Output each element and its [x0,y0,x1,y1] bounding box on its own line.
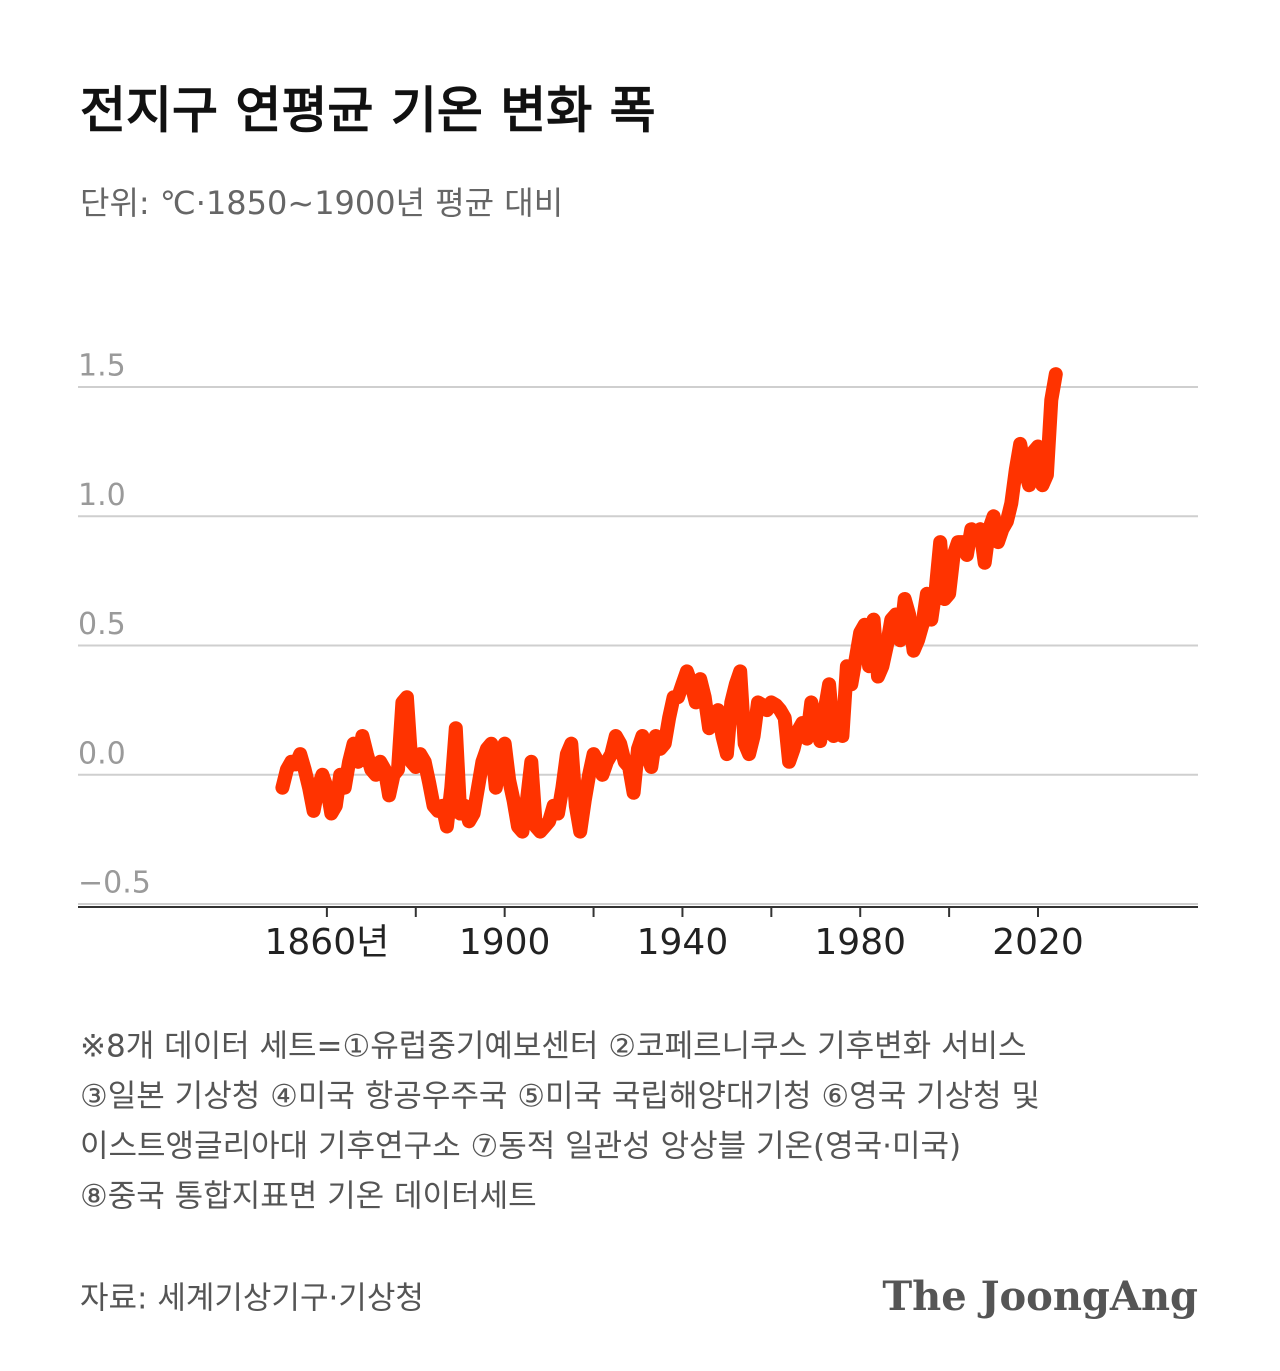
y-tick-label: 1.5 [78,349,126,384]
y-tick-label: 0.5 [78,607,126,642]
y-tick-label: −0.5 [78,866,151,901]
y-tick-label: 0.0 [78,736,126,771]
footnote: ③일본 기상청 ④미국 항공우주국 ⑤미국 국립해양대기청 ⑥영국 기상청 및 [80,1079,1040,1115]
source: 자료: 세계기상기구·기상청 [80,1281,424,1317]
chart-title: 전지구 연평균 기온 변화 폭 [80,82,656,140]
x-tick-label: 2020 [992,922,1084,963]
y-tick-label: 1.0 [78,478,126,513]
brand-logo: The JoongAng [882,1273,1198,1320]
footnote: 이스트앵글리아대 기후연구소 ⑦동적 일관성 앙상블 기온(영국·미국) [80,1129,961,1165]
x-tick-label: 1860년 [265,922,390,963]
x-tick-label: 1940 [637,922,729,963]
x-tick-label: 1980 [814,922,906,963]
chart-subtitle: 단위: ℃·1850~1900년 평균 대비 [80,184,563,222]
x-tick-label: 1900 [459,922,551,963]
data-line [275,367,1063,839]
footnote: ⑧중국 통합지표면 기온 데이터세트 [80,1179,537,1215]
footnote: ※8개 데이터 세트=①유럽중기예보센터 ②코페르니쿠스 기후변화 서비스 [80,1029,1027,1065]
